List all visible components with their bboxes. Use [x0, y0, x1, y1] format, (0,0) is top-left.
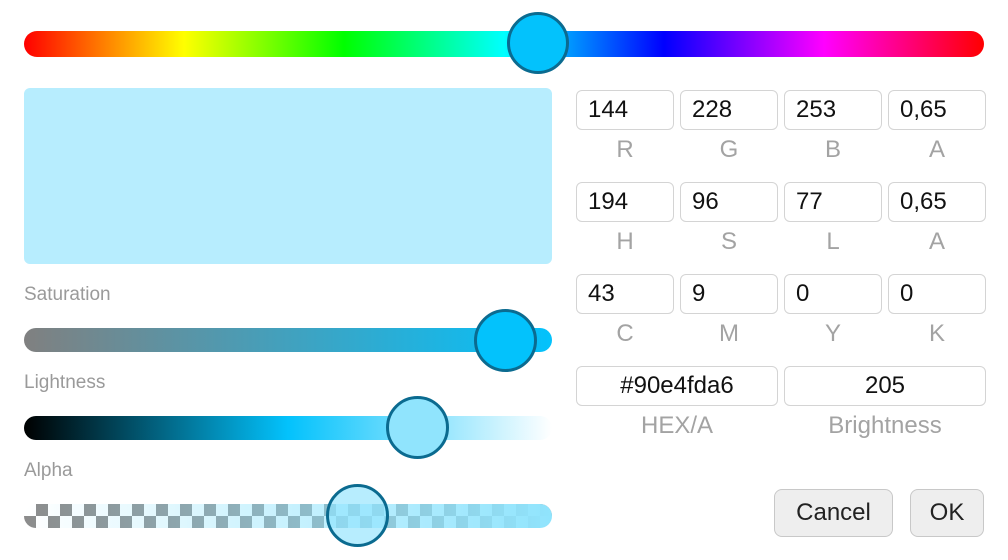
green-label: G	[719, 136, 739, 163]
hsl-alpha-label: A	[928, 228, 945, 255]
lightness-slider-thumb[interactable]	[386, 396, 449, 459]
saturation-slider-thumb[interactable]	[474, 309, 537, 372]
red-input[interactable]: 144	[576, 90, 674, 130]
alpha-gradient-overlay	[24, 504, 552, 528]
magenta-label: M	[719, 320, 739, 347]
key-input[interactable]: 0	[888, 274, 986, 314]
yellow-label: Y	[824, 320, 841, 347]
hue-slider-thumb[interactable]	[507, 12, 569, 74]
hex-input[interactable]: #90e4fda6	[576, 366, 778, 406]
cyan-input[interactable]: 43	[576, 274, 674, 314]
alpha-slider-track[interactable]	[24, 504, 552, 528]
key-label: K	[928, 320, 945, 347]
saturation-field-label: S	[720, 228, 737, 255]
lightness-slider-track[interactable]	[24, 416, 552, 440]
alpha-slider-thumb[interactable]	[326, 484, 389, 547]
saturation-input[interactable]: 96	[680, 182, 778, 222]
red-label: R	[616, 136, 634, 163]
hue-field-label: H	[616, 228, 634, 255]
cyan-label: C	[616, 320, 634, 347]
lightness-field-label: L	[826, 228, 840, 255]
ok-button[interactable]: OK	[910, 489, 984, 537]
color-preview	[24, 88, 552, 264]
hue-input[interactable]: 194	[576, 182, 674, 222]
brightness-label: Brightness	[828, 412, 942, 439]
saturation-slider-track[interactable]	[24, 328, 552, 352]
saturation-label: Saturation	[24, 284, 111, 305]
lightness-input[interactable]: 77	[784, 182, 882, 222]
cancel-button[interactable]: Cancel	[774, 489, 893, 537]
blue-label: B	[824, 136, 841, 163]
hue-slider-track[interactable]	[24, 31, 984, 57]
hsl-alpha-input[interactable]: 0,65	[888, 182, 986, 222]
yellow-input[interactable]: 0	[784, 274, 882, 314]
magenta-input[interactable]: 9	[680, 274, 778, 314]
blue-input[interactable]: 253	[784, 90, 882, 130]
alpha-label: Alpha	[24, 460, 73, 481]
rgb-alpha-label: A	[928, 136, 945, 163]
rgb-alpha-input[interactable]: 0,65	[888, 90, 986, 130]
green-input[interactable]: 228	[680, 90, 778, 130]
hex-label: HEX/A	[640, 412, 714, 439]
brightness-input[interactable]: 205	[784, 366, 986, 406]
lightness-label: Lightness	[24, 372, 106, 393]
